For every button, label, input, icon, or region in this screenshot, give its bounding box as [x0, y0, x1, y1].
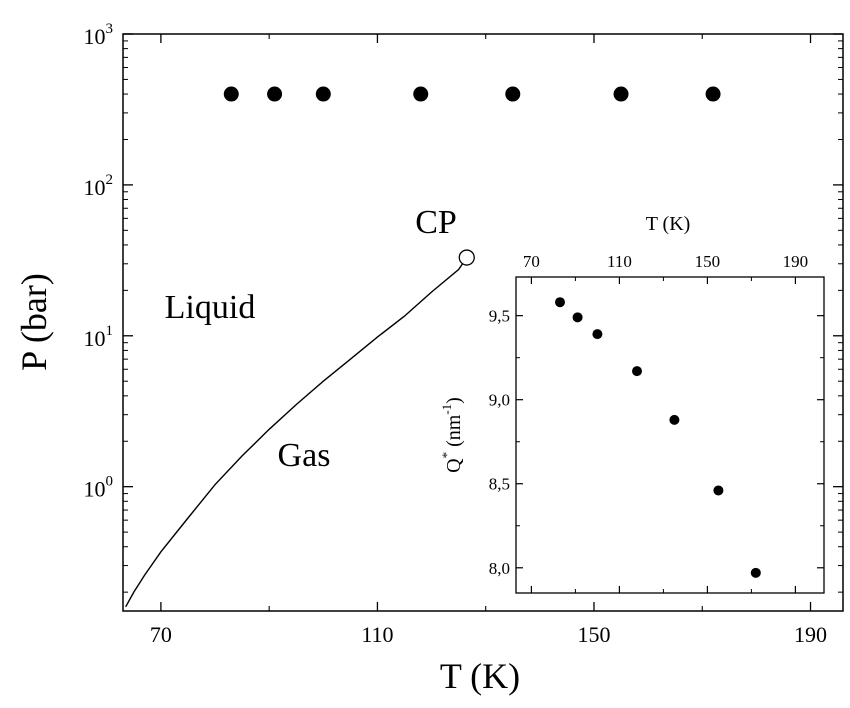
inset-y-label-base: Q [443, 458, 465, 473]
main-x-tick-label: 70 [150, 622, 172, 647]
main-data-point [223, 86, 239, 102]
main-plot-frame [122, 33, 844, 612]
main-data-point [505, 86, 521, 102]
inset-y-axis-label: Q* (nm-1) [439, 397, 465, 473]
inset-x-ticks: 70 110 150 190 [523, 252, 808, 593]
main-y-tick-label: 101 [84, 323, 114, 351]
inset-data-point [592, 329, 603, 340]
inset-y-tick-label: 9,5 [489, 307, 510, 326]
main-x-tick-label: 190 [794, 622, 827, 647]
main-y-ticks: 100 101 102 103 [84, 21, 843, 593]
main-data-point [267, 86, 283, 102]
main-y-axis-label: P (bar) [14, 273, 54, 371]
inset-x-tick-label: 110 [607, 252, 632, 271]
inset-y-label-sup: * [439, 452, 454, 459]
main-data-point [315, 86, 331, 102]
main-x-tick-label: 150 [577, 622, 610, 647]
main-chart: 70 110 150 190 100 101 102 103 T (K) P (bar) C… [14, 21, 844, 696]
critical-point-label: CP [415, 204, 457, 241]
inset-y-tick-label: 9,0 [489, 391, 510, 410]
inset-data-point [713, 485, 724, 496]
main-data-point [613, 86, 629, 102]
main-data-point [413, 86, 429, 102]
inset-y-ticks: 8,0 8,5 9,0 9,5 [489, 307, 824, 578]
main-x-axis-label: T (K) [440, 656, 520, 696]
inset-x-tick-label: 150 [695, 252, 721, 271]
main-data-point [705, 86, 721, 102]
main-x-ticks: 70 110 150 190 [150, 34, 827, 647]
inset-y-tick-label: 8,5 [489, 475, 510, 494]
gas-region-label: Gas [278, 437, 331, 474]
main-data-points [223, 86, 721, 102]
inset-data-point [555, 297, 565, 308]
inset-x-tick-label: 70 [523, 252, 540, 271]
main-y-tick-label: 102 [84, 172, 114, 200]
inset-chart: 70 110 150 190 8,0 8,5 9,0 9,5 T (K) Q* (nm-1) [439, 213, 825, 594]
inset-x-tick-label: 190 [783, 252, 809, 271]
liquid-region-label: Liquid [165, 289, 256, 326]
inset-y-label-unit-sup: -1 [439, 404, 454, 415]
main-x-tick-label: 110 [361, 622, 393, 647]
inset-data-point [632, 366, 642, 377]
main-y-tick-label: 100 [84, 474, 114, 502]
coexistence-curve [125, 257, 468, 608]
inset-x-axis-label: T (K) [646, 213, 691, 235]
inset-y-tick-label: 8,0 [489, 559, 510, 578]
inset-y-label-unit: (nm [443, 414, 465, 452]
critical-point-marker [458, 249, 475, 266]
inset-plot-frame [515, 276, 825, 594]
inset-data-point [669, 414, 680, 425]
inset-data-points [555, 297, 761, 578]
inset-data-point [750, 567, 761, 578]
inset-data-point [572, 312, 583, 323]
main-y-tick-label: 103 [84, 21, 114, 49]
inset-y-label-close: ) [443, 397, 465, 404]
